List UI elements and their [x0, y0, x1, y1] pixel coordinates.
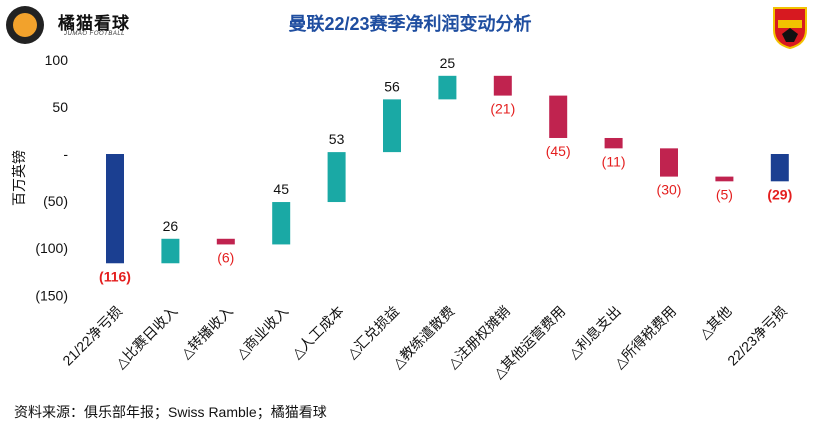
bar: [327, 152, 346, 203]
x-tick-label: 22/23净亏损: [724, 303, 790, 369]
x-tick-label: △其他: [696, 303, 735, 342]
bar: [549, 95, 568, 138]
brand-subtitle: JUMAO FOOTBALL: [64, 31, 126, 37]
man-utd-crest-icon: [773, 7, 807, 50]
x-tick-label: △商业收入: [233, 303, 292, 362]
logo-cat-icon: [6, 6, 44, 44]
data-label: (21): [490, 101, 515, 117]
y-axis-label: 百万英镑: [11, 150, 27, 206]
data-label: (5): [716, 186, 733, 202]
data-label: 53: [329, 131, 345, 147]
data-label: 25: [440, 55, 456, 71]
data-label: (116): [99, 268, 131, 284]
bar: [438, 75, 457, 100]
bar: [216, 238, 235, 245]
source-note: 资料来源：俱乐部年报；Swiss Ramble；橘猫看球: [14, 404, 327, 420]
bar: [161, 238, 180, 264]
bar: [106, 154, 124, 264]
x-tick-label: △汇兑损益: [344, 303, 403, 362]
chart-title: 曼联22/23赛季净利润变动分析: [288, 14, 532, 34]
data-label: (30): [657, 182, 682, 198]
bar: [660, 148, 678, 177]
bar: [604, 137, 623, 149]
waterfall-chart: 10050-(50)(100)(150)百万英镑(116)21/22净亏损26△…: [11, 52, 792, 381]
y-tick-label: (150): [35, 287, 68, 303]
y-tick-label: (100): [35, 240, 68, 256]
data-label: 45: [273, 181, 289, 197]
bar: [383, 99, 401, 153]
data-label: (6): [217, 249, 234, 265]
bar: [272, 202, 291, 245]
data-label: (45): [546, 143, 571, 159]
y-tick-label: -: [63, 146, 68, 162]
bar: [715, 176, 734, 182]
x-tick-label: △利息支出: [565, 303, 624, 362]
bar: [493, 75, 512, 96]
data-label: 56: [384, 78, 400, 94]
y-tick-label: (50): [43, 193, 68, 209]
brand-name: 橘猫看球: [58, 14, 130, 33]
x-tick-label: △人工成本: [288, 303, 347, 362]
y-tick-label: 100: [45, 52, 69, 68]
data-label: (29): [767, 186, 792, 202]
x-tick-label: △转播收入: [177, 303, 236, 362]
bar: [770, 154, 789, 182]
y-tick-label: 50: [52, 99, 68, 115]
data-label: 26: [163, 218, 179, 234]
data-label: (11): [602, 153, 626, 169]
